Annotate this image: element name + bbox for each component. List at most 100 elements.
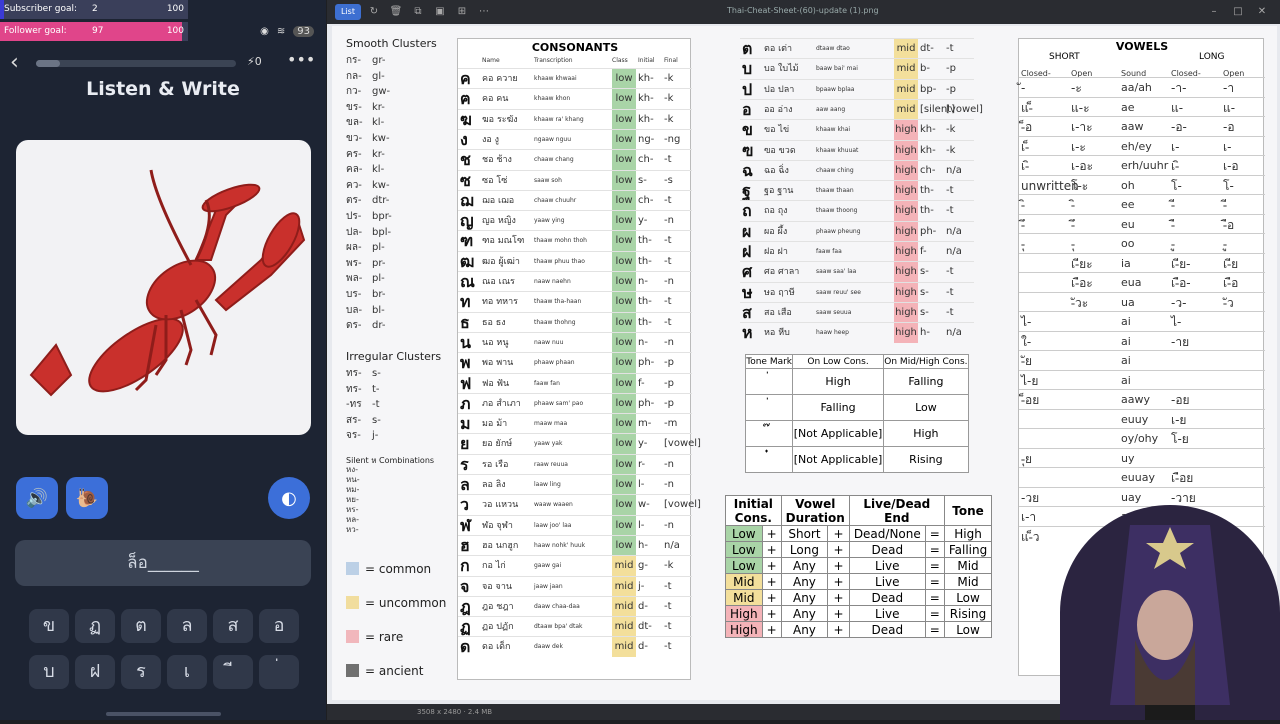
vowel-cell: aawy [1121,393,1150,406]
silent-item: หง- [346,465,359,474]
consonant-cell: [silent] [920,103,955,115]
consonant-row: ฏ ฏอ ปฏัก dtaaw bpa' dtak mid dt- -t [458,616,692,638]
consonant-class: low [612,251,636,272]
legend-item: = rare [346,630,403,644]
consonant-class: low [612,170,636,191]
rule-cell: Live [848,557,926,574]
consonant-class: low [612,475,636,495]
vowels-title: VOWELS [1115,40,1169,53]
consonant-header: Final [664,57,678,64]
consonant-cell: daaw dek [534,643,563,651]
minimize-icon[interactable]: – [1211,6,1217,17]
tone-cell: Falling [792,394,884,421]
keyboard-key[interactable]: ฝ [75,655,115,689]
grid-icon[interactable]: ⊞ [457,6,467,17]
legend-item: = common [346,562,431,576]
rotate-icon[interactable]: ↻ [369,6,379,17]
vowel-header: Open [1223,69,1245,78]
keyboard-key[interactable]: ต [121,609,161,643]
consonant-cell: -k [664,560,674,572]
consonant-class: low [612,454,636,475]
copy-icon[interactable]: ⧉ [414,6,422,17]
legend-item: = ancient [346,664,423,678]
keyboard-key[interactable]: ่ [259,655,299,689]
consonant-cell: จอ จาน [482,581,513,592]
consonant-letter: ฒ [460,251,475,271]
rule-cell: High [725,621,763,638]
consonant-letter: ง [460,129,468,149]
more-icon[interactable]: ⋯ [479,6,489,17]
rule-cell: Falling [943,541,993,558]
back-arrow-icon[interactable]: ‹ [10,50,19,75]
more-options-icon[interactable]: ••• [287,50,316,69]
keyboard-key[interactable]: ล [167,609,207,643]
close-icon[interactable]: ✕ [1257,6,1267,17]
consonant-letter: ฃ [742,140,754,160]
consonant-letter: น [460,332,471,352]
hint-button[interactable]: ◐ [268,477,310,519]
keyboard-key[interactable]: บ [29,655,69,689]
silent-item: หล- [346,515,360,524]
consonant-cell: naaw naehn [534,278,571,285]
consonant-class: mid [612,576,636,597]
consonant-cell: gaaw gai [534,562,562,570]
silent-item: หว- [346,525,359,534]
vowel-header: Sound [1121,69,1147,78]
consonant-class: low [612,495,636,516]
keyboard-key[interactable]: ี [213,655,253,689]
cluster-roman: kw- [372,179,390,191]
silent-title: Silent ห Combinations [346,456,435,465]
keyboard-key[interactable]: ข [29,609,69,643]
consonant-cell: ph- [638,357,655,369]
consonant-cell: -t [664,621,672,633]
consonant-cell: khaaw khuuat [816,146,859,154]
follower-goal: Follower goal: 97 100 [0,22,188,41]
keyboard-key[interactable]: เ [167,655,207,689]
vowel-row: oy/ohy โ-ย [1019,428,1265,448]
consonant-row: ต ตอ เต่า dtaaw dtao mid dt- -t [740,38,974,59]
cluster-thai: พร- [346,257,362,269]
cheat-sheet: Smooth Clusters กร-gr- กล-gl- กว-gw- ขร-kr-… [332,26,1277,700]
delete-icon[interactable]: 🗑 [389,6,403,17]
consonant-cell: th- [920,205,934,217]
vowel-cell: -ี [1171,198,1175,212]
vowel-cell: เ-อะ [1071,159,1094,173]
consonant-letter: ฟ [460,373,472,393]
consonant-row: ธ ธอ ธง thaaw thohng low th- -t [458,311,692,333]
consonant-cell: ฑอ มณโฑ [482,236,525,247]
vowel-cell: เ-ิ [1171,159,1180,173]
cluster-roman: kl- [372,164,385,176]
consonant-cell: chaaw ching [816,166,854,174]
vowel-cell: erh/uuhr [1121,159,1169,172]
rule-cell: + [761,557,782,574]
keyboard-key[interactable]: ร [121,655,161,689]
follower-goal-fill [0,22,183,41]
keyboard-key[interactable]: ส [213,609,253,643]
consonant-cell: d- [638,641,648,653]
consonant-row: พ พอ พาน phaaw phaan low ph- -p [458,352,692,374]
answer-field[interactable]: ล็อ______ [15,540,311,586]
consonant-cell: -t [664,255,672,267]
consonant-row: บ บอ ใบไม้ baaw bai' mai mid b- -p [740,58,974,80]
vowel-cell: -็อ [1021,120,1033,134]
keyboard-key[interactable]: อ [259,609,299,643]
vowel-cell: uay [1121,490,1142,504]
list-tab[interactable]: List [335,4,361,20]
maximize-icon[interactable]: □ [1233,6,1243,17]
consonant-class: low [612,129,636,150]
consonant-cell: -p [664,377,674,389]
consonant-cell: งอ งู [482,134,500,145]
image-icon[interactable]: ▣ [435,6,445,17]
follower-goal-max: 100 [166,26,184,36]
cluster-item: กล-gl- [346,69,446,85]
rule-cell: Low [725,525,763,542]
rule-header: Initial Cons. [725,495,782,526]
consonant-letter: ป [742,79,753,99]
cluster-thai: ผล- [346,242,362,254]
consonant-class: high [894,302,918,323]
play-audio-button[interactable]: 🔊 [16,477,58,519]
keyboard-key[interactable]: ฏ [75,609,115,643]
slow-audio-button[interactable]: 🐌 [66,477,108,519]
streak-count-value: 0 [254,55,262,68]
consonant-class: mid [612,637,636,658]
